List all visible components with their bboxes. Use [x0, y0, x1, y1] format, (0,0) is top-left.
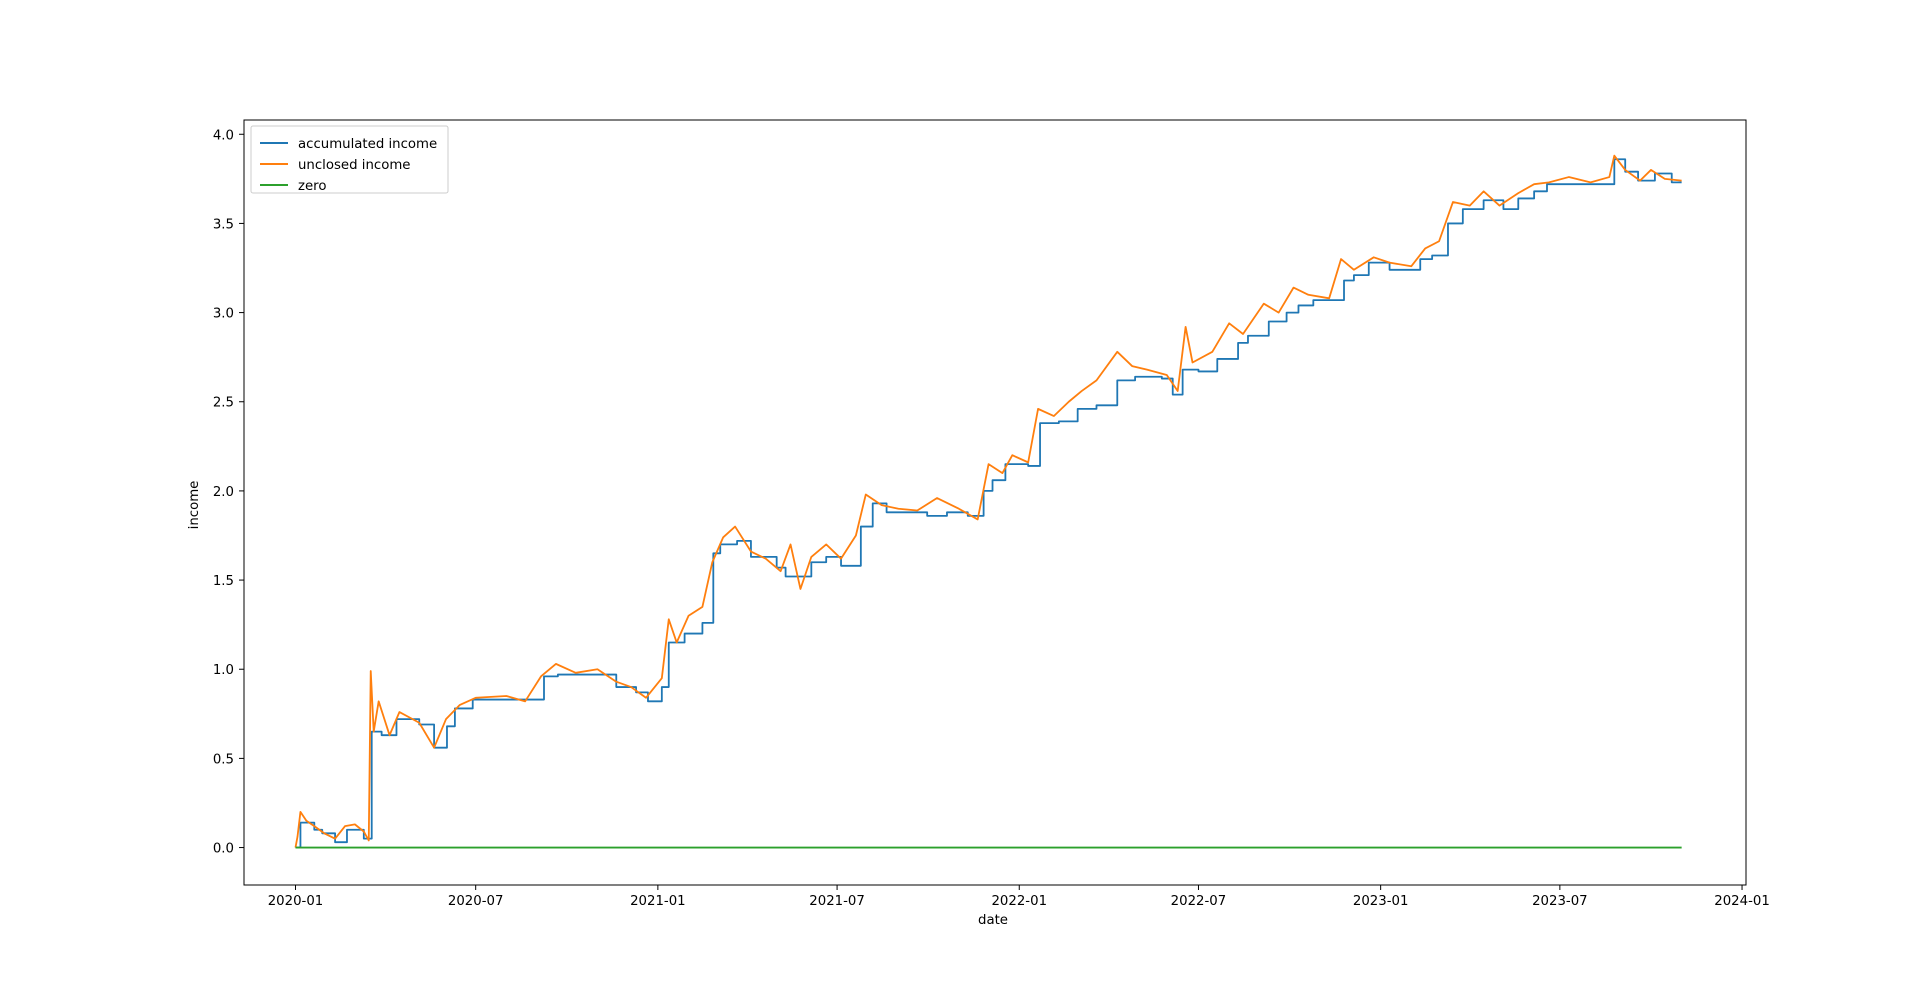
x-tick-label: 2022-07	[1171, 894, 1227, 909]
x-tick-label: 2021-07	[809, 894, 865, 909]
x-tick-label: 2020-01	[268, 894, 324, 909]
x-tick-label: 2020-07	[448, 894, 504, 909]
y-tick-label: 1.0	[213, 663, 234, 678]
x-axis-title: date	[978, 913, 1008, 928]
x-tick-label: 2022-01	[991, 894, 1047, 909]
series-line-1	[294, 154, 1682, 848]
x-tick-label: 2023-07	[1532, 894, 1588, 909]
legend: accumulated income unclosed income zero	[250, 125, 449, 194]
y-tick-label: 2.5	[213, 396, 234, 411]
legend-label: unclosed income	[298, 158, 410, 173]
legend-label: accumulated income	[298, 137, 437, 152]
y-tick-label: 1.5	[213, 574, 234, 589]
x-tick-label: 2021-01	[630, 894, 686, 909]
y-tick-label: 3.0	[213, 307, 234, 322]
x-tick-label: 2024-01	[1714, 894, 1770, 909]
y-tick-label: 0.5	[213, 752, 234, 767]
series-line-0	[295, 158, 1682, 849]
y-tick-label: 3.5	[213, 217, 234, 232]
y-tick-label: 2.0	[213, 485, 234, 500]
y-tick-label: 0.0	[213, 842, 234, 857]
y-axis-title: income	[187, 481, 202, 530]
plot-frame	[243, 119, 1747, 886]
plot-area	[294, 154, 1682, 849]
axes: 2020-01 2020-07 2021-01 2021-07 2022-01 2022-…	[213, 119, 1770, 909]
x-tick-label: 2023-01	[1353, 894, 1409, 909]
y-tick-label: 4.0	[213, 128, 234, 143]
legend-label: zero	[298, 179, 326, 194]
legend-box	[250, 125, 449, 194]
